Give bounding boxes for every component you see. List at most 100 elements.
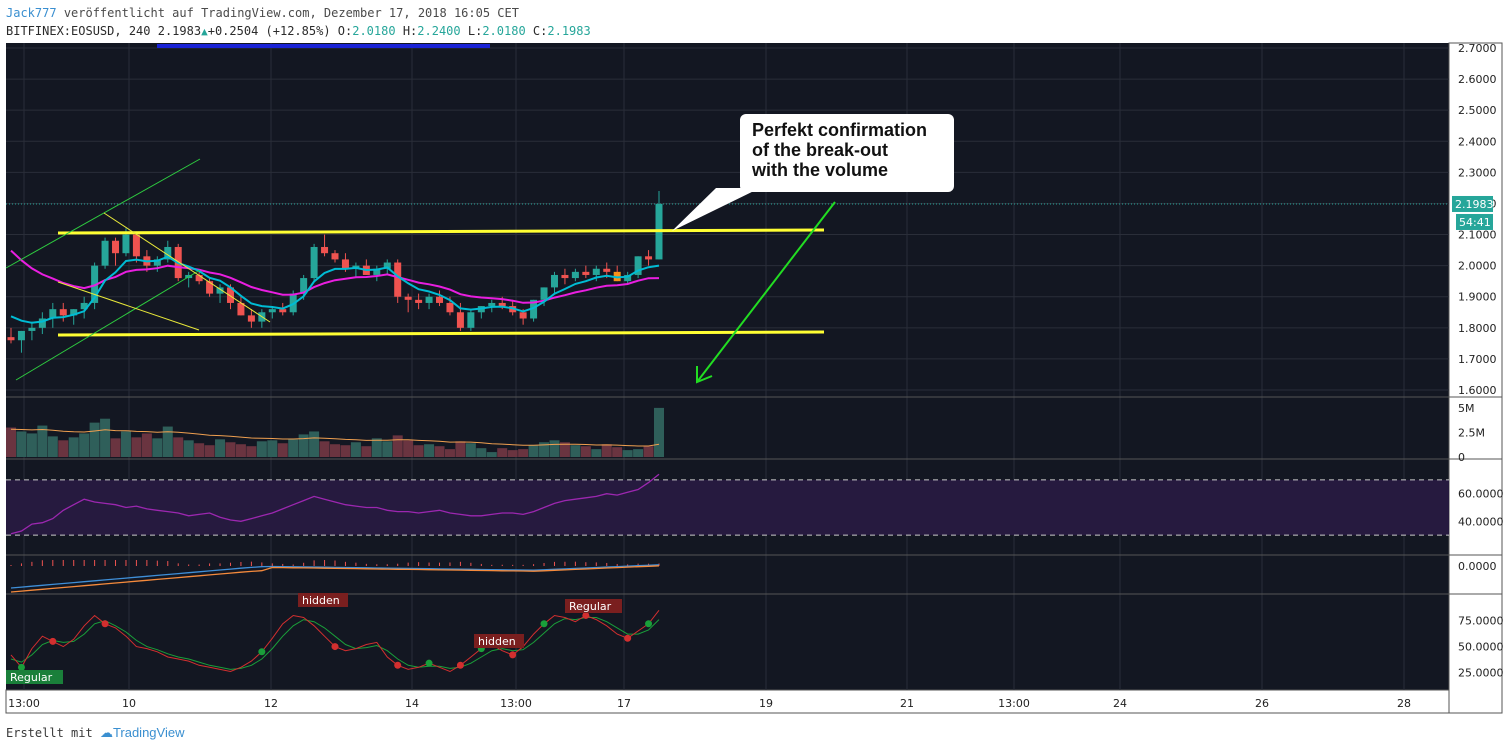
candle-body xyxy=(488,302,496,307)
time-tick-label: 13:00 xyxy=(500,697,532,710)
time-tick-label: 28 xyxy=(1397,697,1411,710)
candle-body xyxy=(226,287,234,303)
divergence-label-bg xyxy=(565,599,622,613)
volume-bar xyxy=(330,444,340,457)
candle-body xyxy=(101,240,109,266)
price-tick-label: 1.7000 xyxy=(1458,353,1497,366)
volume-bar xyxy=(570,445,581,457)
price-tick-label: 2.4000 xyxy=(1458,135,1497,148)
volume-bar xyxy=(633,449,644,457)
author-link[interactable]: Jack777 xyxy=(6,6,57,20)
highlight-bar xyxy=(157,44,490,48)
price-tick-label: 2.6000 xyxy=(1458,73,1497,86)
divergence-label: hidden xyxy=(478,635,516,648)
volume-bar xyxy=(591,449,602,457)
divergence-marker xyxy=(425,659,433,667)
candle-body xyxy=(268,309,276,313)
candle-body xyxy=(70,309,78,316)
publish-text: veröffentlicht auf TradingView.com, Deze… xyxy=(63,6,519,20)
high-value: 2.2400 xyxy=(417,24,461,38)
tradingview-brand[interactable]: TradingView xyxy=(112,725,185,740)
candle-body xyxy=(216,287,224,294)
volume-bar xyxy=(152,438,163,457)
candle-body xyxy=(49,309,57,319)
low-value: 2.0180 xyxy=(482,24,526,38)
volume-bar xyxy=(382,441,393,457)
candle-body xyxy=(571,271,579,279)
volume-bar xyxy=(183,440,194,457)
green-arrow-icon xyxy=(696,366,713,384)
rsi-tick-label: 40.0000 xyxy=(1458,515,1504,528)
volume-bar xyxy=(413,445,424,457)
open-label: O: xyxy=(337,24,353,38)
time-tick-label: 14 xyxy=(405,697,419,710)
divergence-marker xyxy=(101,620,109,628)
volume-bar xyxy=(518,449,529,457)
divergence-marker xyxy=(509,651,517,659)
time-tick-label: 26 xyxy=(1255,697,1269,710)
price-tick-label: 1.8000 xyxy=(1458,322,1497,335)
volume-bar xyxy=(194,443,205,457)
volume-bar xyxy=(622,450,633,457)
countdown-label: 54:41 xyxy=(1459,216,1491,229)
divergence-marker xyxy=(456,661,464,669)
divergence-marker xyxy=(624,634,632,642)
time-tick-label: 12 xyxy=(264,697,278,710)
candle-body xyxy=(456,312,464,328)
volume-bar xyxy=(16,431,27,457)
time-tick-label: 21 xyxy=(900,697,914,710)
candle-body xyxy=(394,262,402,297)
candle-body xyxy=(38,318,46,328)
volume-tick-label: 0 xyxy=(1458,451,1465,464)
divergence-marker xyxy=(645,620,653,628)
volume-tick-label: 2.5M xyxy=(1458,426,1485,439)
volume-bar xyxy=(162,426,173,457)
time-tick-label: 24 xyxy=(1113,697,1127,710)
candle-body xyxy=(530,299,538,319)
price-tick-label: 2.7000 xyxy=(1458,42,1497,55)
last-price: 2.1983 xyxy=(157,24,202,38)
volume-bar xyxy=(246,446,257,457)
volume-bar xyxy=(643,446,654,457)
stoch-tick-label: 50.0000 xyxy=(1458,641,1504,654)
price-tick-label: 1.9000 xyxy=(1458,291,1497,304)
candle-body xyxy=(540,287,548,300)
candle-body xyxy=(300,278,308,294)
volume-bar xyxy=(235,444,246,457)
candle-body xyxy=(624,274,632,282)
candle-body xyxy=(425,296,433,303)
rsi-line xyxy=(10,473,660,535)
price-tick-label: 1.6000 xyxy=(1458,384,1497,397)
tradingview-logo-icon[interactable]: ☁ xyxy=(99,725,113,740)
annotation-callout[interactable]: Perfekt confirmation of the break-out wi… xyxy=(740,114,954,192)
volume-bar xyxy=(340,445,351,457)
volume-bar xyxy=(298,434,309,457)
candle-body xyxy=(112,240,120,254)
candle-body xyxy=(59,309,67,316)
volume-bar xyxy=(434,446,445,457)
volume-bar xyxy=(204,445,215,457)
candle-body xyxy=(592,268,600,275)
low-label: L: xyxy=(467,24,483,38)
candle-body xyxy=(122,234,130,254)
candle-body xyxy=(341,259,349,269)
volume-bar xyxy=(309,431,320,457)
divergence-marker xyxy=(17,663,25,671)
price-tick-label: 2.3000 xyxy=(1458,166,1497,179)
candle-body xyxy=(446,302,454,313)
volume-bar xyxy=(549,440,560,457)
callout-line-1: Perfekt confirmation xyxy=(752,120,928,140)
candle-body xyxy=(237,302,245,316)
volume-tick-label: 5M xyxy=(1458,402,1475,415)
created-with-text: Erstellt mit xyxy=(6,726,93,740)
change-value: +0.2504 (+12.85%) xyxy=(207,24,331,38)
close-value: 2.1983 xyxy=(547,24,591,38)
volume-bar xyxy=(539,442,550,457)
volume-bar xyxy=(215,439,226,457)
divergence-label-bg xyxy=(6,670,63,684)
volume-bar xyxy=(288,439,299,457)
macd-tick-label: 0.0000 xyxy=(1458,560,1497,573)
candle-body xyxy=(7,337,15,341)
candle-body xyxy=(17,330,25,341)
